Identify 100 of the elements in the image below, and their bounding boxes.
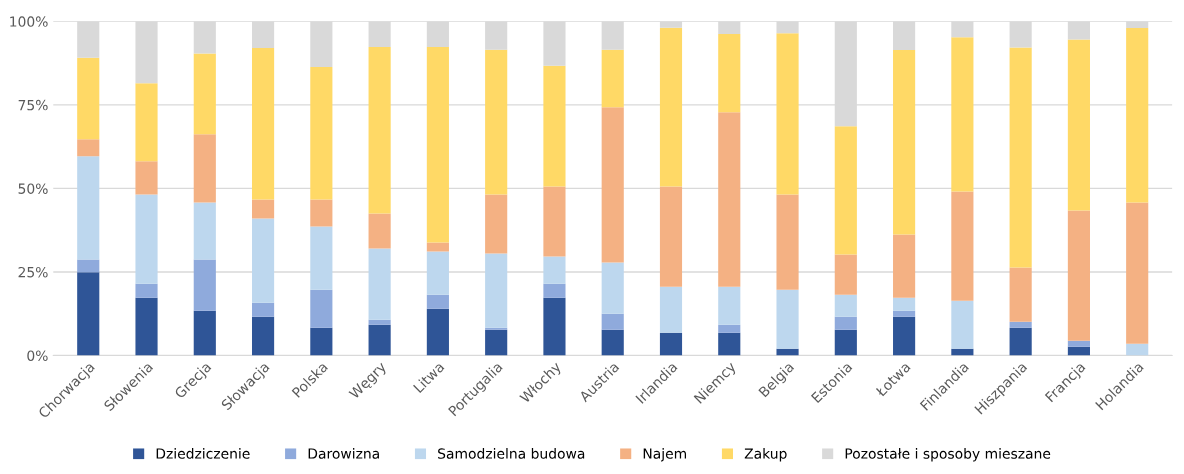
- bar: [77, 156, 100, 260]
- bar: [310, 226, 333, 290]
- bar: [252, 316, 275, 356]
- bar: [951, 300, 974, 349]
- y-tick-label: 75%: [18, 99, 48, 111]
- bar: [1067, 340, 1090, 347]
- bar: [776, 194, 799, 290]
- bar: [368, 319, 391, 325]
- legend-label: Samodzielna budowa: [438, 448, 585, 459]
- bar: [193, 310, 216, 356]
- bar: [718, 286, 741, 325]
- bar: [1126, 202, 1149, 344]
- bar: [310, 289, 333, 328]
- bar: [718, 324, 741, 333]
- bar: [543, 283, 566, 298]
- bar: [543, 65, 566, 187]
- bar: [77, 21, 100, 58]
- bar: [368, 324, 391, 356]
- bar: [834, 294, 857, 317]
- bar: [252, 48, 275, 200]
- bar: [368, 213, 391, 249]
- bar: [426, 21, 449, 48]
- bar: [893, 234, 916, 298]
- bar: [659, 332, 683, 356]
- bar: [252, 302, 275, 317]
- bar: [601, 49, 624, 108]
- bar: [543, 297, 566, 356]
- bar: [426, 308, 449, 356]
- bar: [193, 21, 216, 54]
- bar: [368, 21, 391, 48]
- y-tick-label: 0%: [27, 350, 48, 361]
- bar: [193, 134, 216, 203]
- bar: [485, 49, 508, 195]
- legend-label: Zakup: [744, 448, 787, 462]
- bar: [135, 297, 158, 356]
- bar: [659, 186, 683, 287]
- bar: [893, 21, 916, 51]
- bar: [543, 21, 566, 66]
- bar: [77, 139, 100, 157]
- bar: [601, 313, 624, 330]
- bar: [834, 254, 857, 295]
- bar: [718, 34, 741, 113]
- bar: [1009, 47, 1032, 268]
- bar: [485, 253, 508, 328]
- bar: [601, 21, 624, 50]
- bar: [893, 316, 916, 356]
- bar: [659, 21, 683, 28]
- bar: [193, 53, 216, 135]
- bar: [951, 37, 974, 192]
- bar: [135, 161, 158, 195]
- bar: [834, 316, 857, 330]
- bar: [77, 272, 100, 356]
- bar: [310, 21, 333, 68]
- bar: [718, 21, 741, 35]
- bar: [135, 83, 158, 162]
- bar: [135, 283, 158, 298]
- bar: [368, 47, 391, 214]
- bar: [310, 199, 333, 227]
- bar: [601, 262, 624, 314]
- y-tick-label: 25%: [18, 266, 48, 278]
- bar: [77, 259, 100, 273]
- bar: [951, 191, 974, 301]
- bar: [1067, 210, 1090, 341]
- bar: [601, 329, 624, 356]
- legend-label: Najem: [643, 448, 687, 462]
- bar: [951, 21, 974, 38]
- legend-label: Darowizna: [308, 448, 379, 459]
- bar: [776, 33, 799, 195]
- bar: [485, 21, 508, 50]
- bar: [601, 107, 624, 263]
- bar: [426, 294, 449, 309]
- bar: [426, 251, 449, 295]
- bar: [893, 50, 916, 235]
- bar: [893, 310, 916, 317]
- bar: [310, 67, 333, 200]
- bar: [310, 327, 333, 356]
- bar: [426, 47, 449, 243]
- bar: [776, 289, 799, 349]
- bar: [776, 348, 799, 356]
- bar: [718, 112, 741, 287]
- bar: [1126, 343, 1149, 356]
- bar: [1126, 28, 1149, 203]
- bar: [485, 327, 508, 330]
- bar: [135, 21, 158, 84]
- y-tick-label: 50%: [18, 183, 48, 194]
- bar: [543, 186, 566, 257]
- bar: [659, 286, 683, 333]
- bar: [1009, 21, 1032, 48]
- bar: [718, 332, 741, 356]
- bar: [1067, 346, 1090, 356]
- bar: [135, 194, 158, 284]
- bar: [426, 242, 449, 252]
- bar: [193, 202, 216, 260]
- bar: [893, 297, 916, 311]
- bar: [193, 259, 216, 311]
- bar: [543, 256, 566, 284]
- bar: [834, 126, 857, 255]
- bar: [1009, 321, 1032, 328]
- bar: [1009, 327, 1032, 356]
- bar: [776, 21, 799, 34]
